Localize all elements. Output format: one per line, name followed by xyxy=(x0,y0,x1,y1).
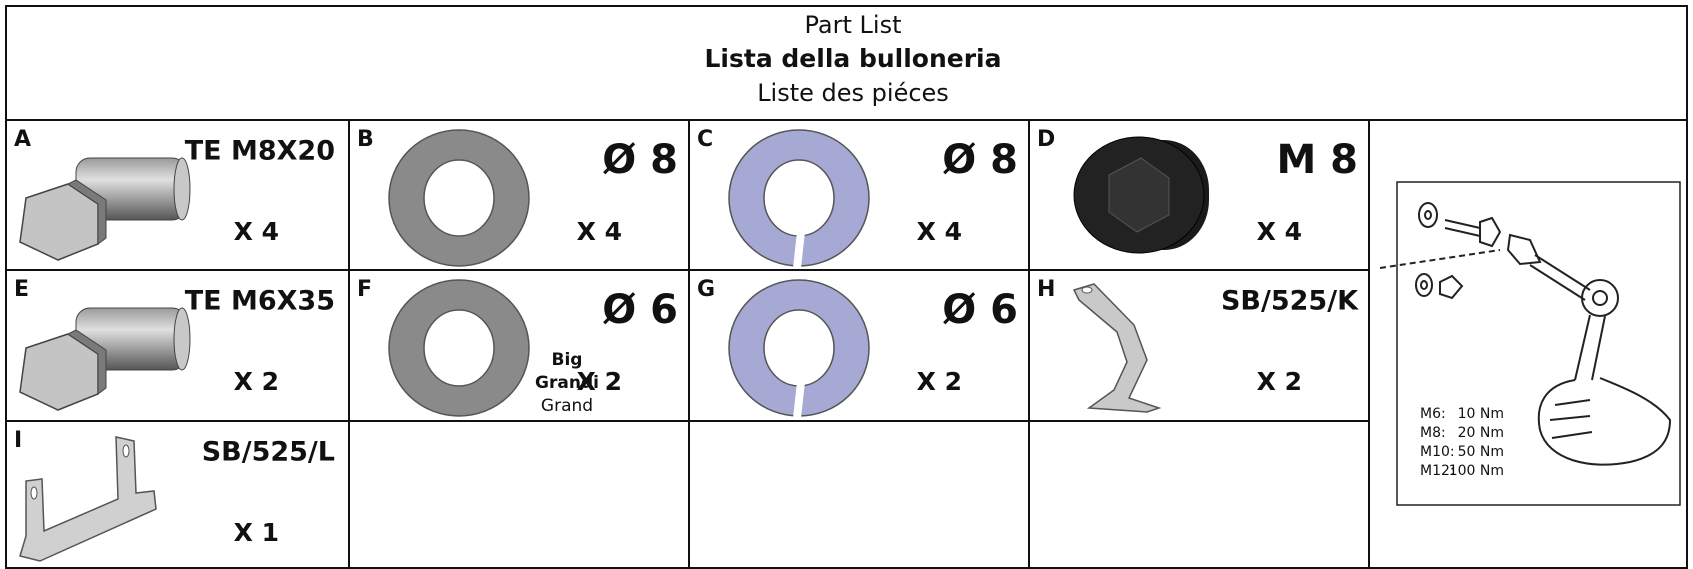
bracket xyxy=(19,436,157,562)
part-cell: G Ø 6 X 2 xyxy=(697,277,1018,418)
washer xyxy=(728,129,870,267)
header-title: Part List xyxy=(805,11,902,39)
washer xyxy=(728,279,870,417)
part-illustration xyxy=(1073,136,1209,254)
size-label: Big xyxy=(552,350,583,370)
size-label: Grand xyxy=(541,396,593,416)
part-quantity: X 4 xyxy=(234,217,279,246)
part-code: Ø 8 xyxy=(602,137,678,183)
part-cell: D M 8 X 4 xyxy=(1037,127,1358,254)
part-letter: F xyxy=(357,277,372,302)
part-quantity: X 2 xyxy=(577,367,622,396)
washer-split xyxy=(793,232,805,268)
torque-size: M10: xyxy=(1420,444,1455,460)
part-cell: C Ø 8 X 4 xyxy=(697,127,1018,268)
part-quantity: X 4 xyxy=(1257,217,1302,246)
outer-border xyxy=(5,5,1688,569)
part-illustration xyxy=(19,307,191,411)
torque-value: 10 Nm xyxy=(1458,406,1504,422)
part-code: M 8 xyxy=(1276,137,1358,183)
bolt-head-side xyxy=(67,179,107,245)
part-letter: C xyxy=(697,127,713,152)
part-letter: I xyxy=(14,428,22,453)
torque-value: 100 Nm xyxy=(1449,463,1504,479)
nut-hex xyxy=(1108,157,1170,233)
part-quantity: X 1 xyxy=(234,518,279,547)
part-illustration xyxy=(728,279,870,418)
bolt-end xyxy=(173,307,191,371)
washer xyxy=(388,279,530,417)
part-quantity: X 4 xyxy=(577,217,622,246)
part-letter: A xyxy=(14,127,31,152)
part-quantity: X 2 xyxy=(234,367,279,396)
bracket-hole xyxy=(122,444,130,458)
part-code: Ø 6 xyxy=(942,287,1018,333)
torque-size: M6: xyxy=(1420,406,1446,422)
part-cell: E TE M6X35 X 2 xyxy=(14,277,335,411)
part-quantity: X 4 xyxy=(917,217,962,246)
part-letter: D xyxy=(1037,127,1055,152)
torque-size: M8: xyxy=(1420,425,1446,441)
part-illustration xyxy=(19,436,157,562)
part-code: TE M6X35 xyxy=(185,286,335,317)
part-letter: H xyxy=(1037,277,1055,302)
part-quantity: X 2 xyxy=(917,367,962,396)
part-illustration xyxy=(728,129,870,268)
header-subtitle: Lista della bulloneria xyxy=(705,44,1002,73)
part-letter: B xyxy=(357,127,374,152)
bracket-hole xyxy=(30,486,38,500)
part-illustration xyxy=(19,157,191,261)
part-code: SB/525/K xyxy=(1221,286,1359,317)
part-letter: G xyxy=(697,277,715,302)
part-code: TE M8X20 xyxy=(185,136,335,167)
torque-value: 20 Nm xyxy=(1458,425,1504,441)
bracket-hole xyxy=(1081,286,1093,294)
size-label: Grandi xyxy=(535,373,599,393)
part-illustration xyxy=(1072,283,1162,413)
washer-split xyxy=(793,382,805,418)
torque-value: 50 Nm xyxy=(1458,444,1504,460)
part-cell: H SB/525/K X 2 xyxy=(1037,277,1359,413)
part-code: Ø 6 xyxy=(602,287,678,333)
washer xyxy=(388,129,530,267)
header-subtitle: Liste des piéces xyxy=(757,79,949,107)
bolt-end xyxy=(173,157,191,221)
part-letter: E xyxy=(14,277,29,302)
part-illustration xyxy=(388,129,530,267)
part-code: SB/525/L xyxy=(202,437,335,468)
part-cell: A TE M8X20 X 4 xyxy=(14,127,335,261)
torque-illustration xyxy=(1379,181,1681,506)
part-illustration xyxy=(388,279,530,417)
bolt-head-side xyxy=(67,329,107,395)
part-cell: I SB/525/L X 1 xyxy=(14,428,335,562)
bracket xyxy=(1072,283,1162,413)
part-cell: B Ø 8 X 4 xyxy=(357,127,678,267)
part-code: Ø 8 xyxy=(942,137,1018,183)
torque-size: M12: xyxy=(1420,463,1455,479)
part-quantity: X 2 xyxy=(1257,367,1302,396)
